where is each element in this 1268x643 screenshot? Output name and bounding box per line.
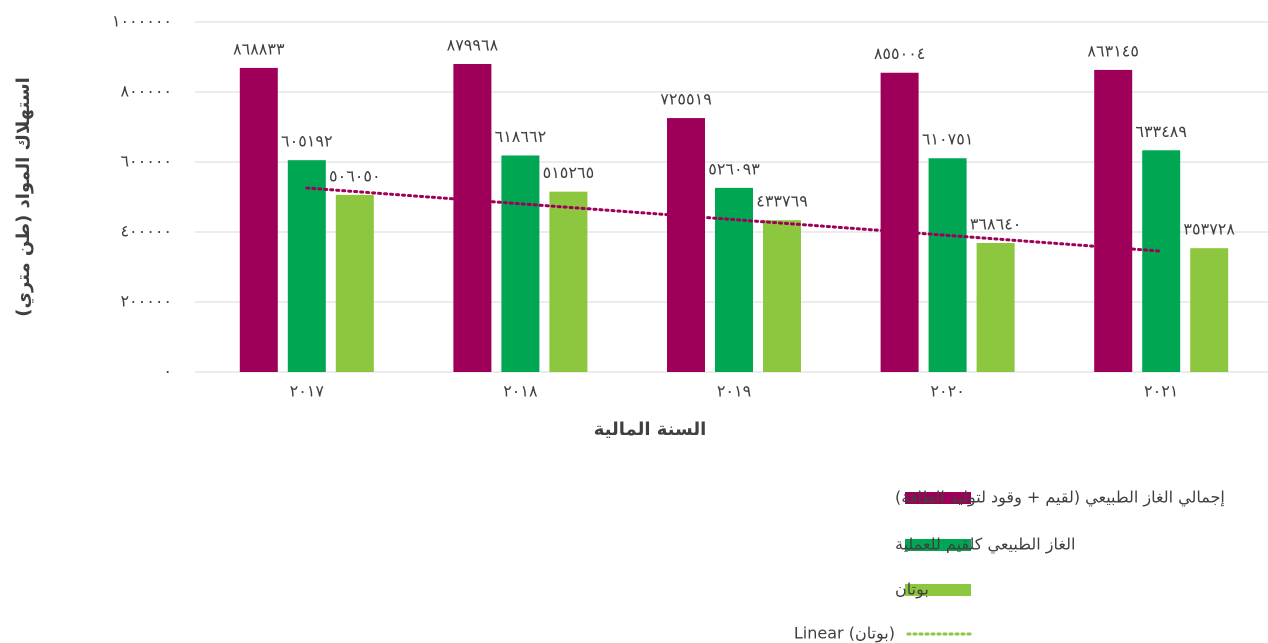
bar (287, 160, 326, 372)
data-label: ٨٦٣١٤٥ (1087, 41, 1139, 60)
x-tick-label: ٢٠١٩ (717, 382, 751, 401)
data-label: ٣٦٨٦٤٠ (970, 214, 1022, 233)
data-label: ٦٠٥١٩٢ (281, 132, 333, 151)
bar (763, 220, 801, 372)
y-tick-label: ١٠٠٠٠٠٠ (112, 12, 172, 31)
legend-swatch (905, 539, 971, 551)
bar (335, 194, 374, 372)
legend-swatch (905, 584, 971, 596)
bar (1094, 69, 1133, 373)
x-tick-label: ٢٠٢٠ (930, 382, 964, 401)
x-tick-label: ٢٠١٨ (503, 382, 538, 401)
data-label: ٥١٥٢٦٥ (543, 163, 595, 182)
legend-text: إجمالي الغاز الطبيعي (لقيم + وقود لتوليد… (895, 488, 1225, 508)
x-axis-title: السنة المالية (594, 419, 707, 440)
y-tick-label: ٢٠٠٠٠٠ (120, 292, 172, 311)
bar (501, 155, 540, 372)
data-label: ٨٦٨٨٣٣ (233, 39, 285, 58)
legend-swatch (905, 492, 971, 504)
bar (667, 118, 705, 372)
bar (549, 191, 588, 372)
data-label: ٥٠٦٠٥٠ (329, 166, 381, 185)
data-label: ٦١٨٦٦٢ (495, 127, 547, 146)
bar (880, 72, 919, 372)
x-tick-label: ٢٠١٧ (290, 382, 325, 401)
y-tick-label: ٦٠٠٠٠٠ (120, 152, 172, 171)
bar (976, 242, 1015, 372)
bar (1142, 150, 1181, 372)
y-tick-label: ٨٠٠٠٠٠ (120, 82, 172, 101)
bar (239, 67, 278, 372)
data-label: ٣٥٣٧٢٨ (1183, 220, 1235, 239)
bar (715, 187, 753, 372)
bar (928, 158, 967, 372)
data-label: ٦١٠٧٥١ (922, 130, 974, 149)
y-tick-label: ٠ (163, 362, 172, 381)
data-label: ٨٥٥٠٠٤ (874, 44, 926, 63)
legend-text: الغاز الطبيعي كلقيم للعملية (895, 535, 1075, 555)
data-label: ٦٣٣٤٨٩ (1135, 122, 1187, 141)
bar (453, 64, 492, 372)
data-label: ٥٢٦٠٩٣ (708, 159, 760, 178)
data-label: ٨٧٩٩٦٨ (447, 36, 499, 55)
legend-text: Linear (بوتان) (794, 624, 895, 643)
x-tick-label: ٢٠٢١ (1144, 382, 1178, 401)
bar (1190, 248, 1229, 372)
legend-text: بوتان (895, 580, 929, 600)
trendline (305, 186, 1163, 253)
y-axis-title: استهلاك المواد (طن متري) (13, 77, 34, 317)
data-label: ٤٣٣٧٦٩ (756, 192, 808, 211)
y-tick-label: ٤٠٠٠٠٠ (120, 222, 172, 241)
data-label: ٧٢٥٥١٩ (660, 90, 712, 109)
